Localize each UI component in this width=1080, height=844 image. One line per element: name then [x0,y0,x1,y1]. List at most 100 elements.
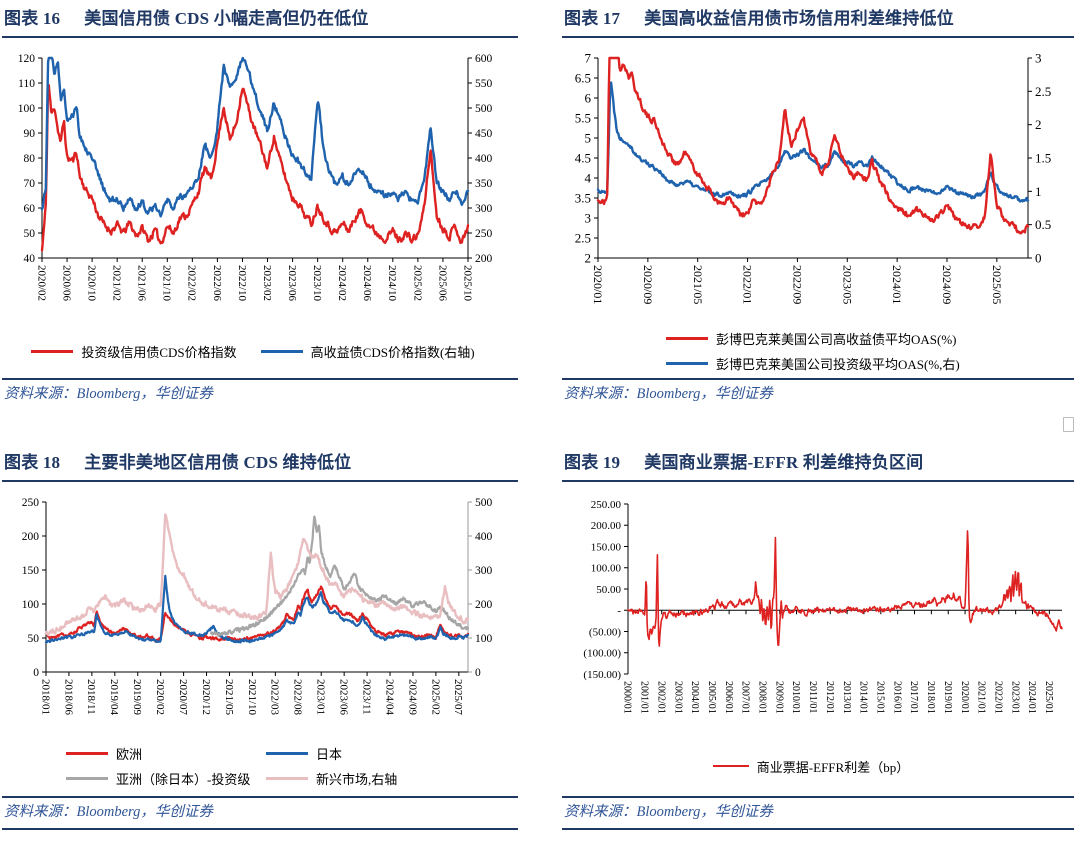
svg-text:2025/02: 2025/02 [429,679,441,715]
svg-text:2020/02: 2020/02 [154,679,166,715]
legend-line-swatch [260,349,303,353]
chart-legend: 商业票据-EFFR利差（bp） [562,736,1074,796]
svg-text:2022/06: 2022/06 [211,265,223,302]
source-note: 资料来源：Bloomberg，华创证券 [564,804,773,820]
svg-text:2005/01: 2005/01 [706,681,717,714]
legend-label: 新兴市场,右轴 [316,772,398,787]
series-投资级信用债CDS价格指数 [40,83,470,252]
legend-label: 彭博巴克莱美国公司投资级平均OAS(%,右) [716,357,960,372]
svg-text:2020/09: 2020/09 [641,265,655,304]
svg-text:300: 300 [475,203,493,215]
svg-text:300: 300 [475,565,493,577]
svg-text:120: 120 [18,53,36,65]
legend-line-swatch [31,349,74,353]
series-彭博巴克莱美国公司投资级平均OAS(%,右) [596,81,1030,203]
svg-text:5: 5 [585,131,592,146]
legend-item: 新兴市场,右轴 [266,769,504,788]
legend-row: 亚洲（除日本）-投资级 新兴市场,右轴 [66,766,518,791]
svg-text:500: 500 [475,103,493,115]
svg-text:200: 200 [475,599,493,611]
screenshot-artifact-mark [1063,417,1074,432]
series-高收益债CDS价格指数(右轴) [40,56,470,218]
svg-text:6: 6 [585,91,592,106]
svg-text:400: 400 [475,531,493,543]
svg-text:2014/01: 2014/01 [858,681,869,714]
legend-row: 彭博巴克莱美国公司投资级平均OAS(%,右) [666,351,974,376]
legend-line-swatch [666,362,708,365]
svg-text:2022/02: 2022/02 [186,265,198,301]
svg-text:-: - [617,605,621,617]
x-axis: 2020/01 2020/09 2021/05 2022/01 2022/09 2023/… [591,257,1028,304]
svg-text:2000/01: 2000/01 [622,681,633,714]
svg-text:2023/06: 2023/06 [286,265,298,302]
svg-text:2019/04: 2019/04 [108,679,120,716]
svg-text:2018/01: 2018/01 [925,681,936,714]
svg-text:(50.00): (50.00) [589,626,621,638]
svg-text:2021/01: 2021/01 [976,681,987,714]
svg-text:2018/01: 2018/01 [39,679,51,715]
svg-text:0: 0 [1035,251,1042,266]
svg-text:50.00: 50.00 [596,584,621,596]
legend-label: 日本 [316,747,343,762]
svg-text:100: 100 [22,599,40,611]
svg-text:2025/02: 2025/02 [411,265,423,301]
svg-text:200: 200 [475,253,493,265]
svg-text:2024/10: 2024/10 [386,265,398,302]
chart-legend: 投资级信用债CDS价格指数 高收益债CDS价格指数(右轴) [2,324,518,378]
source-note: 资料来源：Bloomberg，华创证券 [564,386,773,402]
svg-text:2019/01: 2019/01 [942,681,953,714]
legend-label: 亚洲（除日本）-投资级 [116,772,251,787]
figure-16-caption: 图表 16 美国信用债 CDS 小幅走高但仍在低位 [2,6,518,36]
svg-text:2011/01: 2011/01 [807,681,818,713]
svg-text:3: 3 [1035,52,1042,66]
svg-text:2023/05: 2023/05 [840,265,854,304]
figure-18-number: 图表 18 [4,453,61,472]
svg-text:2017/01: 2017/01 [908,681,919,714]
panel-bottom-rule [562,828,1074,830]
source-rule [2,796,518,798]
svg-text:100.00: 100.00 [591,563,622,575]
figure-17-number: 图表 17 [564,9,621,28]
svg-text:2023/06: 2023/06 [338,679,350,716]
svg-text:2020/01: 2020/01 [959,681,970,714]
svg-text:2025/05: 2025/05 [990,265,1004,304]
svg-text:0: 0 [33,667,39,679]
series-商业票据-EFFR利差（bp） [627,530,1063,647]
legend-item: 彭博巴克莱美国公司投资级平均OAS(%,右) [666,354,960,373]
svg-text:3.5: 3.5 [575,191,591,206]
figure-19-panel: 图表 19 美国商业票据-EFFR 利差维持负区间 250.00 200.00 150… [562,450,1074,830]
svg-text:2021/10: 2021/10 [246,679,258,716]
svg-text:500: 500 [475,497,493,509]
cp-effr-spread-chart: 250.00 200.00 150.00 100.00 50.00 - (50.00) (10… [583,499,1063,714]
left-axis: 250.00 200.00 150.00 100.00 50.00 - (50.00) (10… [583,499,629,681]
svg-text:2006/01: 2006/01 [723,681,734,714]
svg-text:2.5: 2.5 [575,231,591,246]
svg-text:2: 2 [1035,117,1042,132]
svg-text:150.00: 150.00 [591,541,622,553]
svg-text:0: 0 [475,667,481,679]
svg-text:2.5: 2.5 [1035,84,1051,99]
svg-text:2016/01: 2016/01 [891,681,902,714]
legend-row: 彭博巴克莱美国公司高收益债平均OAS(%) [666,326,971,351]
title-rule [2,36,518,38]
svg-text:2009/01: 2009/01 [773,681,784,714]
svg-text:2004/01: 2004/01 [689,681,700,714]
svg-text:4: 4 [585,171,592,186]
svg-text:2024/01: 2024/01 [890,265,904,304]
source-rule [562,378,1074,380]
svg-text:2020/10: 2020/10 [85,265,97,302]
legend-label: 商业票据-EFFR利差（bp） [756,759,910,775]
figure-17-caption: 图表 17 美国高收益信用债市场信用利差维持低位 [562,6,1074,36]
left-axis: 0 50 100 150 200 250 [22,497,47,679]
source-rule [2,378,518,380]
svg-text:2025/10: 2025/10 [461,265,473,302]
svg-text:2023/01: 2023/01 [315,679,327,715]
svg-text:2022/09: 2022/09 [790,265,804,304]
svg-text:1: 1 [1035,184,1042,199]
svg-text:200: 200 [22,531,40,543]
svg-text:7: 7 [585,52,592,66]
svg-text:550: 550 [475,78,493,90]
svg-text:2008/01: 2008/01 [757,681,768,714]
